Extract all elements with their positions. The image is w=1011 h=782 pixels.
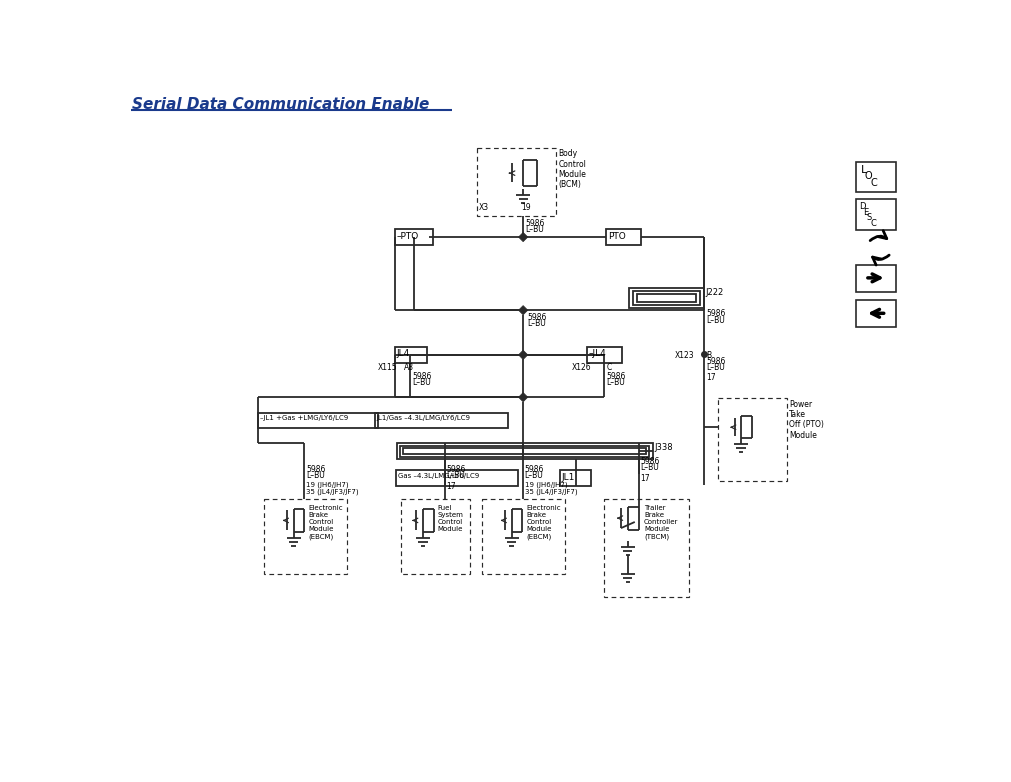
Text: L–BU: L–BU	[525, 471, 544, 480]
Bar	[481, 499, 565, 574]
Bar	[604, 499, 688, 597]
Text: 5986: 5986	[527, 313, 546, 321]
Text: 19 (JH6/JH7): 19 (JH6/JH7)	[525, 482, 567, 489]
Text: B: B	[707, 351, 712, 360]
Bar	[403, 448, 646, 454]
Bar	[855, 265, 896, 292]
Text: JL4: JL4	[396, 350, 409, 358]
Text: Serial Data Communication Enable: Serial Data Communication Enable	[132, 97, 430, 112]
Text: S: S	[866, 213, 871, 222]
Bar	[477, 148, 556, 216]
Text: L–BU: L–BU	[707, 316, 725, 325]
Bar	[264, 499, 347, 574]
Bar	[258, 413, 378, 428]
Text: X3: X3	[479, 203, 489, 213]
Polygon shape	[519, 232, 528, 242]
Text: L–BU: L–BU	[607, 378, 625, 387]
Bar	[397, 443, 652, 459]
Text: 35 (JL4/JF3/JF7): 35 (JL4/JF3/JF7)	[525, 488, 577, 494]
Text: L–BU: L–BU	[707, 364, 725, 372]
Text: JL1: JL1	[562, 472, 575, 482]
Text: X115: X115	[378, 363, 397, 371]
Text: Fuel
System
Control
Module: Fuel System Control Module	[438, 505, 464, 532]
Polygon shape	[519, 393, 528, 402]
Polygon shape	[519, 306, 528, 315]
Text: 5986: 5986	[526, 219, 545, 228]
Bar	[400, 446, 649, 457]
Text: Power
Take
Off (PTO)
Module: Power Take Off (PTO) Module	[789, 400, 824, 439]
Text: 5986: 5986	[412, 371, 432, 381]
Text: C: C	[607, 363, 612, 371]
Text: 5986: 5986	[607, 371, 626, 381]
Bar	[855, 199, 896, 230]
Text: L–BU: L–BU	[526, 224, 544, 234]
Bar	[718, 398, 788, 481]
Text: 17: 17	[640, 474, 650, 483]
Text: J222: J222	[706, 288, 724, 297]
Text: 5986: 5986	[707, 310, 726, 318]
Text: C: C	[870, 219, 877, 228]
Text: 35 (JL4/JF3/JF7): 35 (JL4/JF3/JF7)	[306, 488, 359, 494]
Bar	[400, 499, 470, 574]
Text: E: E	[862, 208, 868, 217]
Text: Body
Control
Module
(BCM): Body Control Module (BCM)	[558, 149, 586, 189]
Text: L–BU: L–BU	[446, 471, 465, 480]
Text: Electronic
Brake
Control
Module
(EBCM): Electronic Brake Control Module (EBCM)	[526, 505, 561, 540]
Bar	[587, 347, 623, 363]
Text: L–BU: L–BU	[412, 378, 431, 387]
Text: L–BU: L–BU	[306, 471, 325, 480]
Text: J338: J338	[655, 443, 673, 453]
Text: 19 (JH6/JH7): 19 (JH6/JH7)	[306, 482, 349, 489]
Bar	[630, 288, 704, 308]
Text: 5986: 5986	[306, 465, 326, 474]
Text: Electronic
Brake
Control
Module
(EBCM): Electronic Brake Control Module (EBCM)	[308, 505, 343, 540]
Text: –JL1 +Gas +LMG/LY6/LC9: –JL1 +Gas +LMG/LY6/LC9	[260, 415, 348, 421]
Text: 17: 17	[446, 482, 456, 491]
Text: 5986: 5986	[707, 357, 726, 366]
Bar	[396, 470, 518, 486]
Bar	[394, 229, 433, 245]
Bar	[375, 413, 508, 428]
Text: D: D	[859, 203, 865, 211]
Text: –JL4: –JL4	[588, 350, 607, 358]
Text: X126: X126	[571, 363, 591, 371]
Text: A8: A8	[403, 363, 413, 371]
Text: 17: 17	[707, 372, 716, 382]
Bar	[394, 347, 427, 363]
Text: L–BU: L–BU	[527, 319, 546, 328]
Bar	[607, 229, 641, 245]
Polygon shape	[519, 350, 528, 360]
Bar	[560, 470, 590, 486]
Text: 5986: 5986	[525, 465, 544, 474]
Text: Trailer
Brake
Controller
Module
(TBCM): Trailer Brake Controller Module (TBCM)	[644, 505, 678, 540]
Text: L: L	[860, 166, 866, 175]
Text: 19: 19	[522, 203, 531, 213]
Text: PTO: PTO	[608, 231, 626, 241]
Bar	[637, 294, 697, 302]
Bar	[855, 162, 896, 192]
Text: 5986: 5986	[640, 457, 659, 466]
Text: C: C	[870, 178, 878, 188]
Text: O: O	[864, 170, 871, 181]
Text: L–BU: L–BU	[640, 464, 659, 472]
Text: JL1/Gas –4.3L/LMG/LY6/LC9: JL1/Gas –4.3L/LMG/LY6/LC9	[377, 415, 471, 421]
Bar	[633, 291, 701, 305]
Text: 5986: 5986	[446, 465, 465, 474]
Text: X123: X123	[674, 351, 695, 360]
Text: –PTO: –PTO	[396, 231, 419, 241]
Bar	[855, 300, 896, 327]
Text: Gas –4.3L/LMG/LY6/LC9: Gas –4.3L/LMG/LY6/LC9	[397, 472, 479, 479]
